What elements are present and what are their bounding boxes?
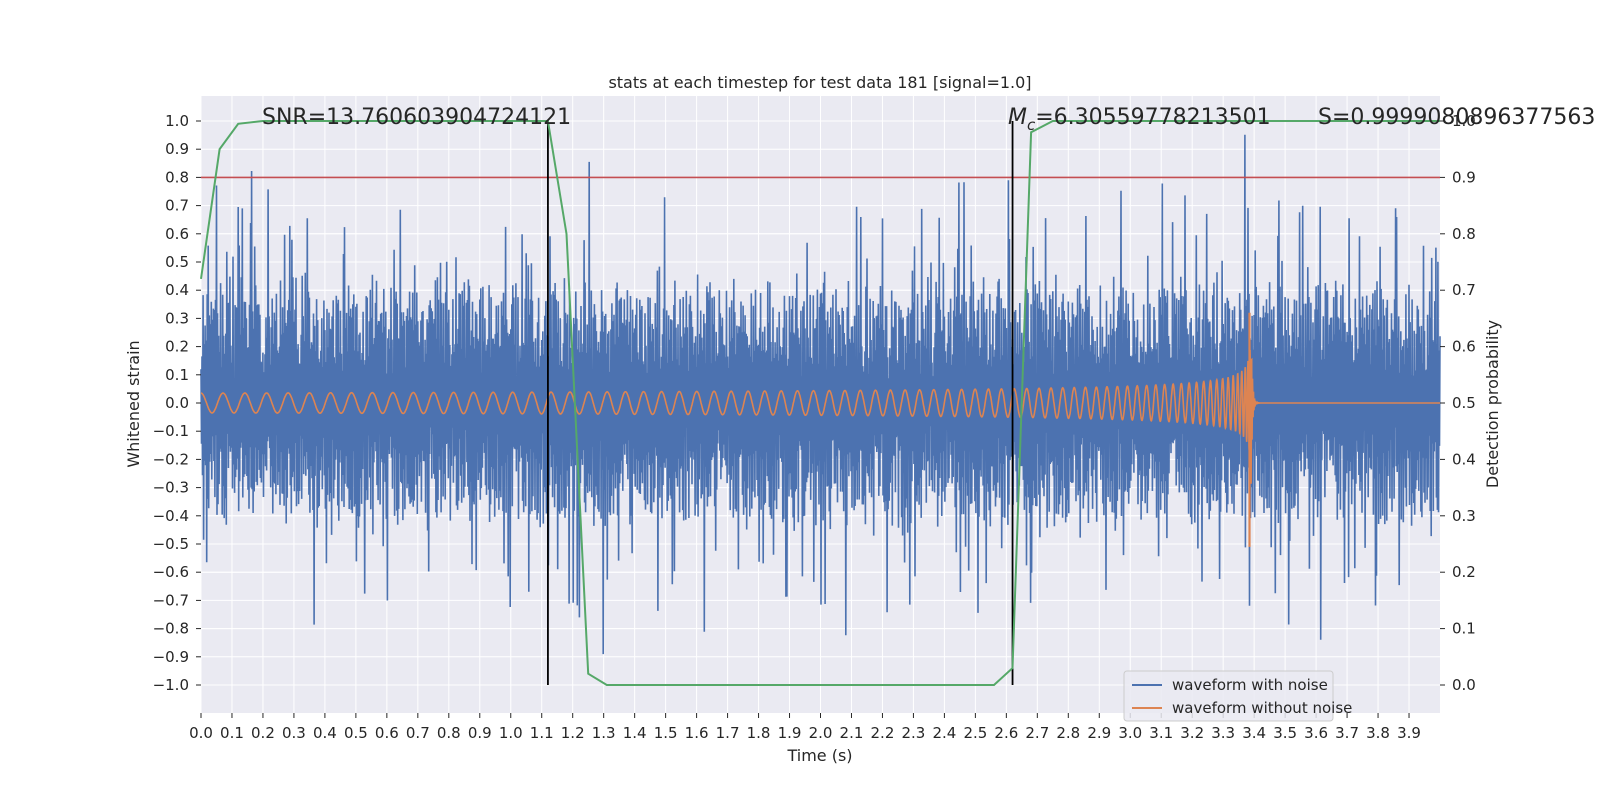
y-tick-label-left: −0.4 xyxy=(153,507,189,525)
x-tick-label: 2.4 xyxy=(932,724,956,742)
x-tick-label: 3.4 xyxy=(1242,724,1266,742)
y-axis-label-left: Whitened strain xyxy=(124,340,143,467)
score-annotation: S=0.9999080896377563 xyxy=(1318,105,1595,130)
x-tick-label: 3.0 xyxy=(1118,724,1142,742)
y-tick-label-left: −0.2 xyxy=(153,450,189,468)
y-axis-label-right: Detection probability xyxy=(1483,320,1502,488)
x-tick-label: 1.1 xyxy=(530,724,554,742)
chirp-mass-symbol: M xyxy=(1008,105,1027,130)
left-axis: 1.0 0.9 0.8 0.7 0.6 0.5 0.4 0.3 0.2 0.1 0.0 −0.1 −0.… xyxy=(153,112,201,694)
series-waveform-with-noise xyxy=(200,134,1441,655)
x-tick-label: 2.9 xyxy=(1087,724,1111,742)
chirp-mass-annotation: Mc=6.30559778213501 xyxy=(1008,105,1271,134)
y-tick-label-right: 0.8 xyxy=(1452,225,1476,243)
x-tick-label: 1.2 xyxy=(561,724,585,742)
y-tick-label-right: 0.3 xyxy=(1452,507,1476,525)
snr-annotation: SNR=13.760603904724121 xyxy=(262,105,571,130)
y-tick-label-left: 0.1 xyxy=(165,366,189,384)
x-tick-label: 0.7 xyxy=(406,724,430,742)
x-tick-label: 1.4 xyxy=(623,724,647,742)
x-tick-label: 1.0 xyxy=(499,724,523,742)
x-tick-label: 2.5 xyxy=(963,724,987,742)
x-tick-label: 3.1 xyxy=(1149,724,1173,742)
x-tick-label: 0.0 xyxy=(189,724,213,742)
y-tick-label-left: −1.0 xyxy=(153,676,189,694)
y-tick-label-right: 0.5 xyxy=(1452,394,1476,412)
x-tick-label: 0.6 xyxy=(375,724,399,742)
y-tick-label-right: 0.9 xyxy=(1452,168,1476,186)
y-tick-label-left: −0.5 xyxy=(153,535,189,553)
x-tick-label: 3.2 xyxy=(1180,724,1204,742)
plot-series xyxy=(200,120,1441,686)
x-tick-label: 3.8 xyxy=(1366,724,1390,742)
x-tick-label: 2.6 xyxy=(994,724,1018,742)
x-tick-label: 3.3 xyxy=(1211,724,1235,742)
y-tick-label-right: 0.4 xyxy=(1452,450,1476,468)
x-tick-label: 0.2 xyxy=(251,724,275,742)
x-tick-label: 3.5 xyxy=(1273,724,1297,742)
x-tick-label: 0.1 xyxy=(220,724,244,742)
y-tick-label-left: 0.6 xyxy=(165,225,189,243)
x-tick-label: 1.6 xyxy=(685,724,709,742)
x-tick-label: 2.8 xyxy=(1056,724,1080,742)
y-tick-label-left: 0.0 xyxy=(165,394,189,412)
y-tick-label-left: −0.7 xyxy=(153,591,189,609)
y-tick-label-left: 0.3 xyxy=(165,309,189,327)
legend: waveform with noise waveform without noi… xyxy=(1123,670,1352,722)
x-tick-label: 0.4 xyxy=(313,724,337,742)
x-tick-label: 1.7 xyxy=(716,724,740,742)
y-tick-label-left: 0.8 xyxy=(165,168,189,186)
x-tick-label: 3.6 xyxy=(1304,724,1328,742)
y-tick-label-left: −0.6 xyxy=(153,563,189,581)
y-tick-label-left: −0.1 xyxy=(153,422,189,440)
y-tick-label-left: 0.9 xyxy=(165,140,189,158)
y-tick-label-right: 0.6 xyxy=(1452,338,1476,356)
legend-label-clean: waveform without noise xyxy=(1172,699,1352,717)
x-axis-label: Time (s) xyxy=(786,746,852,765)
bottom-axis: 0.0 0.1 0.2 0.3 0.4 0.5 0.6 0.7 0.8 0.9 1.0 1.1 1.2 1… xyxy=(189,713,1421,742)
y-tick-label-left: −0.8 xyxy=(153,620,189,638)
y-tick-label-left: 0.4 xyxy=(165,281,189,299)
series-waveform-without-noise xyxy=(200,349,1440,484)
x-tick-label: 1.5 xyxy=(654,724,678,742)
y-tick-label-left: −0.9 xyxy=(153,648,189,666)
legend-box xyxy=(1123,670,1334,722)
x-tick-label: 0.3 xyxy=(282,724,306,742)
right-axis: 1.0 0.9 0.8 0.7 0.6 0.5 0.4 0.3 0.2 0.1 0.0 xyxy=(1440,112,1476,694)
y-tick-label-left: 0.5 xyxy=(165,253,189,271)
x-tick-label: 1.3 xyxy=(592,724,616,742)
y-tick-label-left: 0.7 xyxy=(165,197,189,215)
x-tick-label: 3.7 xyxy=(1335,724,1359,742)
x-tick-label: 1.9 xyxy=(778,724,802,742)
x-tick-label: 3.9 xyxy=(1397,724,1421,742)
y-tick-label-left: 0.2 xyxy=(165,338,189,356)
chart-title: stats at each timestep for test data 181… xyxy=(608,73,1031,92)
y-tick-label-left: −0.3 xyxy=(153,479,189,497)
x-tick-label: 0.8 xyxy=(437,724,461,742)
legend-label-noise: waveform with noise xyxy=(1172,676,1328,694)
x-tick-label: 2.2 xyxy=(871,724,895,742)
x-tick-label: 2.7 xyxy=(1025,724,1049,742)
y-tick-label-right: 1.0 xyxy=(1452,112,1476,130)
y-tick-label-right: 0.1 xyxy=(1452,620,1476,638)
x-tick-label: 0.9 xyxy=(468,724,492,742)
y-tick-label-right: 0.0 xyxy=(1452,676,1476,694)
x-tick-label: 2.0 xyxy=(809,724,833,742)
x-tick-label: 1.8 xyxy=(747,724,771,742)
x-tick-label: 2.1 xyxy=(840,724,864,742)
x-tick-label: 2.3 xyxy=(901,724,925,742)
chirp-mass-subscript: c xyxy=(1027,116,1036,134)
chirp-mass-value: =6.30559778213501 xyxy=(1035,105,1270,130)
y-tick-label-right: 0.7 xyxy=(1452,281,1476,299)
x-tick-label: 0.5 xyxy=(344,724,368,742)
series-detection-probability xyxy=(200,120,1440,686)
y-tick-label-left: 1.0 xyxy=(165,112,189,130)
y-tick-label-right: 0.2 xyxy=(1452,563,1476,581)
